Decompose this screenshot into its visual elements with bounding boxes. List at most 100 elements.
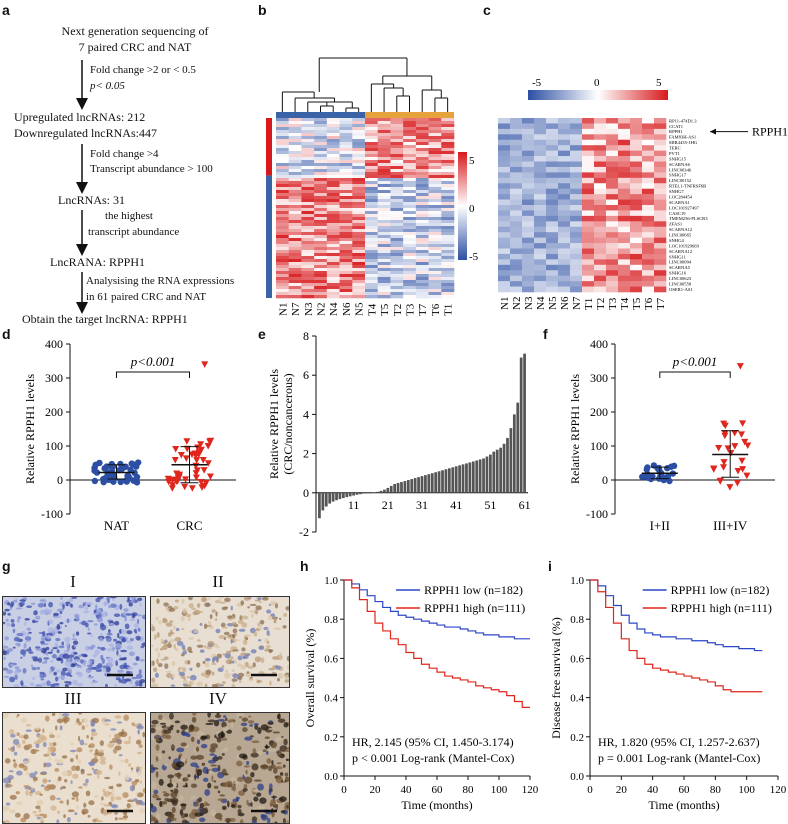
sample-label-b: N5: [354, 302, 366, 316]
heatmap-b-cell: [288, 247, 302, 251]
heatmap-c-cells: [498, 118, 667, 293]
ihc-cell: [71, 638, 78, 641]
heatmap-b-cell: [301, 226, 315, 230]
flow-arrow-2-line1: Fold change >4: [90, 148, 159, 160]
heatmap-b-cell: [326, 271, 340, 275]
ihc-cell: [37, 602, 44, 608]
heatmap-b-cell: [403, 145, 417, 149]
ihc-cell: [61, 755, 68, 759]
ihc-cell: [94, 604, 98, 610]
heatmap-c-cell: [594, 183, 607, 189]
heatmap-b-cell: [339, 127, 353, 131]
heatmap-b-cell: [276, 190, 290, 194]
heatmap-c-cell: [594, 210, 607, 217]
ihc-cell: [123, 714, 130, 721]
heatmap-b-cell: [339, 262, 353, 266]
ihc-image-stage-ii: [150, 596, 290, 688]
ihc-cell: [66, 642, 69, 648]
heatmap-b-cell: [403, 178, 417, 182]
data-point: [731, 443, 739, 450]
heatmap-b-cell: [339, 136, 353, 140]
heatmap-b-cell: [415, 133, 429, 137]
data-point: [174, 477, 182, 485]
heatmap-b-cell: [403, 199, 417, 203]
heatmap-b-cell: [276, 175, 290, 179]
ihc-cell: [163, 729, 172, 734]
ihc-cell: [102, 665, 109, 669]
ihc-cell: [56, 810, 60, 814]
bar: [324, 492, 328, 507]
ihc-cell: [207, 640, 215, 647]
heatmap-c-cell: [618, 286, 631, 293]
ihc-cell: [267, 721, 274, 725]
heatmap-b-cell: [428, 148, 442, 152]
heatmap-b-cell: [390, 265, 404, 269]
heatmap-c-cell: [498, 177, 511, 184]
bar: [478, 459, 482, 493]
heatmap-b-cell: [352, 145, 366, 149]
heatmap-c-cell: [510, 188, 523, 195]
gene-label: SCARNA12: [669, 227, 693, 232]
ihc-cell: [241, 647, 246, 652]
heatmap-c-cell: [630, 281, 643, 287]
heatmap-b-cell: [301, 265, 315, 269]
ihc-cell: [269, 680, 272, 686]
heatmap-c-cell: [546, 183, 559, 189]
heatmap-b-cell: [288, 127, 302, 131]
ihc-cell: [135, 656, 140, 661]
data-point: [644, 470, 651, 478]
heatmap-c-cell: [582, 226, 595, 233]
data-point: [100, 475, 107, 483]
heatmap-c-cell: [642, 199, 655, 206]
heatmap-c-cell: [582, 281, 595, 287]
heatmap-b-cell: [314, 154, 328, 158]
ihc-cell: [243, 597, 251, 601]
heatmap-b-cell: [339, 160, 353, 164]
ihc-cell: [195, 662, 201, 668]
ihc-cell: [123, 740, 131, 745]
ihc-cell: [151, 727, 156, 734]
heatmap-b-cell: [288, 148, 302, 152]
heatmap-c-cell: [546, 134, 559, 141]
heatmap-c-cell: [606, 221, 619, 228]
ihc-cell: [265, 750, 269, 755]
heatmap-b-cell: [326, 286, 340, 290]
ihc-cell: [211, 775, 214, 782]
heatmap-c-cell: [522, 134, 535, 141]
ihc-cell: [265, 744, 268, 750]
heatmap-b-cell: [415, 163, 429, 167]
ihc-cell: [236, 676, 241, 680]
heatmap-c-cell: [498, 259, 511, 266]
bar: [519, 357, 523, 493]
heatmap-b-cell: [441, 262, 455, 266]
heatmap-b-cell: [403, 214, 417, 218]
heatmap-b-cell: [390, 268, 404, 272]
heatmap-b-cell: [326, 142, 340, 146]
heatmap-b-cell: [339, 130, 353, 134]
data-point: [710, 465, 718, 472]
gene-label: SNHG17: [669, 173, 687, 178]
heatmap-b-cell: [441, 121, 455, 125]
ihc-cell: [224, 669, 229, 673]
heatmap-b-cell: [441, 277, 455, 281]
ihc-cell: [204, 662, 210, 668]
heatmap-b-cell: [314, 241, 328, 245]
flow-step-1-line2: 7 paired CRC and NAT: [78, 40, 192, 54]
ihc-cell: [9, 729, 15, 736]
heatmap-b-cell: [288, 184, 302, 188]
heatmap-c-cell: [594, 286, 607, 293]
ihc-cell: [93, 680, 98, 683]
ihc-cell: [110, 795, 115, 802]
heatmap-b-cell: [352, 268, 366, 272]
heatmap-b-cell: [301, 283, 315, 287]
ihc-cell: [241, 615, 249, 620]
heatmap-b-cell: [377, 247, 391, 251]
ihc-cell: [209, 613, 213, 620]
heatmap-b-cell: [390, 160, 404, 164]
heatmap-b-cell: [339, 217, 353, 221]
sample-label-b: T6: [430, 303, 442, 316]
heatmap-b-cell: [326, 187, 340, 191]
heatmap-c-cell: [534, 270, 547, 276]
gene-label: OSER1-AS1: [669, 287, 693, 292]
legend-b-tick: 5: [469, 155, 475, 167]
